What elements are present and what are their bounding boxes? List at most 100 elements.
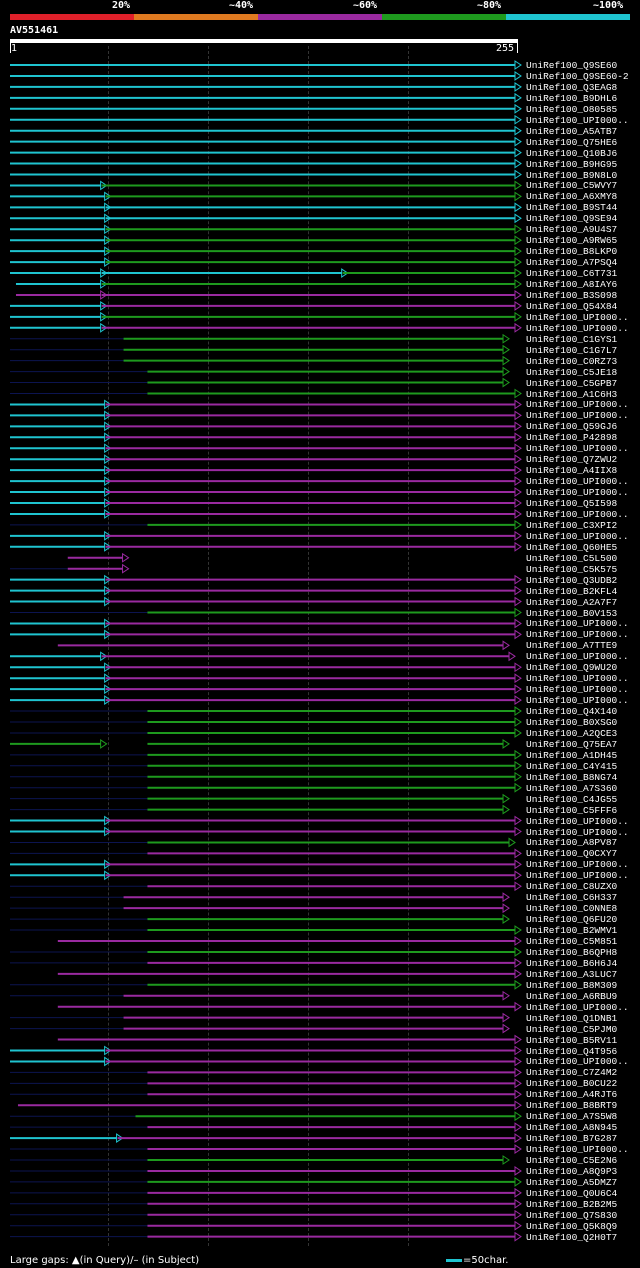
hit-name-link[interactable]: UniRef100_C8UZX0: [526, 881, 618, 893]
hit-name-link[interactable]: UniRef100_B9DHL6: [526, 92, 618, 104]
hit-name-link[interactable]: UniRef100_B6H6J4: [526, 957, 618, 969]
hit-name-link[interactable]: UniRef100_UPI000..: [526, 1001, 629, 1013]
hit-name-link[interactable]: UniRef100_Q54X84: [526, 300, 618, 312]
hit-name-link[interactable]: UniRef100_UPI000..: [526, 114, 629, 126]
hit-name-link[interactable]: UniRef100_Q9SE94: [526, 213, 618, 225]
hit-name-link[interactable]: UniRef100_A7S360: [526, 782, 618, 794]
hit-name-link[interactable]: UniRef100_Q9WU20: [526, 662, 618, 674]
hit-name-link[interactable]: UniRef100_A4RJT6: [526, 1089, 618, 1101]
hit-name-link[interactable]: UniRef100_B8LKP0: [526, 246, 618, 258]
hit-name-link[interactable]: UniRef100_Q7S830: [526, 1209, 618, 1221]
hit-name-link[interactable]: UniRef100_UPI000..: [526, 870, 629, 882]
hit-name-link[interactable]: UniRef100_C5GPB7: [526, 377, 618, 389]
hit-name-link[interactable]: UniRef100_Q60HE5: [526, 541, 618, 553]
hit-name-link[interactable]: UniRef100_A2A7F7: [526, 596, 618, 608]
hit-name-link[interactable]: UniRef100_Q7ZWU2: [526, 454, 618, 466]
hit-name-link[interactable]: UniRef100_B2KFL4: [526, 585, 618, 597]
hit-name-link[interactable]: UniRef100_Q0U6C4: [526, 1187, 618, 1199]
hit-name-link[interactable]: UniRef100_A1DH45: [526, 749, 618, 761]
hit-name-link[interactable]: UniRef100_A9RW65: [526, 235, 618, 247]
hit-name-link[interactable]: UniRef100_UPI000..: [526, 815, 629, 827]
hit-name-link[interactable]: UniRef100_A5DMZ7: [526, 1176, 618, 1188]
hit-name-link[interactable]: UniRef100_UPI000..: [526, 1056, 629, 1068]
hit-name-link[interactable]: UniRef100_Q59GJ6: [526, 421, 618, 433]
hit-name-link[interactable]: UniRef100_C1G7L7: [526, 344, 618, 356]
hit-name-link[interactable]: UniRef100_B9ST44: [526, 202, 618, 214]
hit-name-link[interactable]: UniRef100_B7G287: [526, 1133, 618, 1145]
hit-name-link[interactable]: UniRef100_Q4T956: [526, 1045, 618, 1057]
hit-name-link[interactable]: UniRef100_UPI000..: [526, 1144, 629, 1156]
hit-name-link[interactable]: UniRef100_Q1DNB1: [526, 1012, 618, 1024]
hit-name-link[interactable]: UniRef100_B5RV11: [526, 1034, 618, 1046]
hit-name-link[interactable]: UniRef100_UPI000..: [526, 322, 629, 334]
hit-name-link[interactable]: UniRef100_B2WMV1: [526, 925, 618, 937]
hit-name-link[interactable]: UniRef100_UPI000..: [526, 629, 629, 641]
hit-name-link[interactable]: UniRef100_C6T731: [526, 268, 618, 280]
hit-name-link[interactable]: UniRef100_Q3UDB2: [526, 574, 618, 586]
hit-name-link[interactable]: UniRef100_A8IAY6: [526, 279, 618, 290]
hit-name-link[interactable]: UniRef100_Q4X140: [526, 706, 618, 718]
hit-name-link[interactable]: UniRef100_B9HG95: [526, 158, 618, 170]
hit-name-link[interactable]: UniRef100_A2QCE3: [526, 727, 618, 739]
hit-name-link[interactable]: UniRef100_C5M851: [526, 936, 618, 947]
hit-name-link[interactable]: UniRef100_A9U4S7: [526, 224, 618, 236]
hit-name-link[interactable]: UniRef100_Q0CXY7: [526, 848, 618, 860]
hit-name-link[interactable]: UniRef100_B9N8L0: [526, 169, 618, 181]
hit-name-link[interactable]: UniRef100_C5JE18: [526, 366, 618, 378]
hit-name-link[interactable]: UniRef100_UPI000..: [526, 311, 629, 323]
hit-name-link[interactable]: UniRef100_Q5K8Q9: [526, 1220, 618, 1232]
hit-name-link[interactable]: UniRef100_P42898: [526, 432, 618, 444]
hit-name-link[interactable]: UniRef100_UPI000..: [526, 651, 629, 663]
hit-name-link[interactable]: UniRef100_A6RBU9: [526, 990, 618, 1002]
hit-name-link[interactable]: UniRef100_Q2H0T7: [526, 1231, 618, 1243]
hit-name-link[interactable]: UniRef100_C4JG55: [526, 793, 618, 805]
hit-name-link[interactable]: UniRef100_A8N945: [526, 1122, 618, 1134]
hit-name-link[interactable]: UniRef100_UPI000..: [526, 410, 629, 422]
hit-name-link[interactable]: UniRef100_C0RZ73: [526, 355, 618, 367]
hit-name-link[interactable]: UniRef100_B8NG74: [526, 771, 618, 783]
hit-name-link[interactable]: UniRef100_UPI000..: [526, 618, 629, 630]
hit-name-link[interactable]: UniRef100_A3LUC7: [526, 968, 618, 980]
hit-name-link[interactable]: UniRef100_A5ATB7: [526, 125, 618, 137]
hit-name-link[interactable]: UniRef100_C5E2N6: [526, 1155, 618, 1166]
hit-name-link[interactable]: UniRef100_C5K575: [526, 563, 618, 575]
hit-name-link[interactable]: UniRef100_C5L500: [526, 552, 618, 564]
hit-name-link[interactable]: UniRef100_A7S5W8: [526, 1111, 618, 1123]
hit-name-link[interactable]: UniRef100_UPI000..: [526, 695, 629, 707]
hit-name-link[interactable]: UniRef100_Q3EAG8: [526, 81, 618, 93]
hit-name-link[interactable]: UniRef100_B8M309: [526, 979, 618, 991]
hit-name-link[interactable]: UniRef100_C0NNE8: [526, 903, 618, 915]
hit-name-link[interactable]: UniRef100_Q75HE6: [526, 136, 618, 148]
hit-name-link[interactable]: UniRef100_A7TTE9: [526, 640, 618, 652]
hit-name-link[interactable]: UniRef100_UPI000..: [526, 476, 629, 488]
hit-name-link[interactable]: UniRef100_UPI000..: [526, 530, 629, 542]
hit-name-link[interactable]: UniRef100_Q6FU20: [526, 914, 618, 926]
hit-name-link[interactable]: UniRef100_C5WVY7: [526, 180, 618, 192]
hit-name-link[interactable]: UniRef100_Q10BJ6: [526, 147, 618, 159]
hit-name-link[interactable]: UniRef100_A7PSQ4: [526, 257, 618, 269]
hit-name-link[interactable]: UniRef100_A6XMY8: [526, 191, 618, 203]
hit-name-link[interactable]: UniRef100_B0V153: [526, 607, 618, 619]
hit-name-link[interactable]: UniRef100_B3S098: [526, 289, 618, 301]
hit-name-link[interactable]: UniRef100_UPI000..: [526, 487, 629, 499]
hit-name-link[interactable]: UniRef100_A4IIX8: [526, 465, 618, 477]
hit-name-link[interactable]: UniRef100_B6QPH8: [526, 946, 618, 958]
hit-name-link[interactable]: UniRef100_C3XPI2: [526, 519, 618, 531]
hit-name-link[interactable]: UniRef100_B0CU22: [526, 1078, 618, 1090]
hit-name-link[interactable]: UniRef100_C5PJM0: [526, 1023, 618, 1035]
hit-name-link[interactable]: UniRef100_C5FFF6: [526, 804, 618, 816]
hit-name-link[interactable]: UniRef100_O80585: [526, 103, 618, 115]
hit-name-link[interactable]: UniRef100_UPI000..: [526, 443, 629, 455]
hit-name-link[interactable]: UniRef100_C7Z4M2: [526, 1067, 618, 1079]
hit-name-link[interactable]: UniRef100_C4Y415: [526, 760, 618, 772]
hit-name-link[interactable]: UniRef100_Q75EA7: [526, 738, 618, 750]
hit-name-link[interactable]: UniRef100_Q9SE60: [526, 60, 618, 71]
hit-name-link[interactable]: UniRef100_Q5I598: [526, 498, 618, 509]
hit-name-link[interactable]: UniRef100_A1C6H3: [526, 388, 618, 400]
hit-name-link[interactable]: UniRef100_B0XSG0: [526, 717, 618, 728]
hit-name-link[interactable]: UniRef100_UPI000..: [526, 826, 629, 838]
hit-name-link[interactable]: UniRef100_A8PV87: [526, 837, 618, 849]
hit-name-link[interactable]: UniRef100_C1GYS1: [526, 333, 618, 345]
hit-name-link[interactable]: UniRef100_UPI000..: [526, 673, 629, 685]
hit-name-link[interactable]: UniRef100_UPI000..: [526, 508, 629, 520]
